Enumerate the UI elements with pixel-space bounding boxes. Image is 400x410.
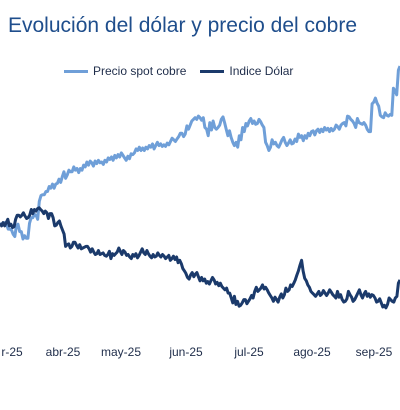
x-tick-label: ago-25 [293, 345, 331, 359]
x-tick-label: abr-25 [46, 345, 81, 359]
legend-item-copper: Precio spot cobre [64, 64, 186, 78]
x-tick-label: r-25 [1, 345, 23, 359]
legend-swatch-dollar [200, 69, 225, 73]
legend: Precio spot cobre Indice Dólar [64, 64, 307, 78]
legend-swatch-copper [64, 69, 88, 73]
legend-label-dollar: Indice Dólar [229, 64, 294, 78]
chart-title: Evolución del dólar y precio del cobre [8, 14, 358, 37]
x-tick-label: jul-25 [233, 345, 264, 359]
legend-item-dollar: Indice Dólar [200, 64, 293, 78]
legend-label-copper: Precio spot cobre [93, 64, 187, 78]
series-line-dollar [0, 206, 400, 310]
series-line-copper [0, 65, 400, 241]
x-tick-label: may-25 [101, 345, 141, 359]
x-tick-label: sep-25 [356, 345, 393, 359]
x-tick-label: jun-25 [168, 345, 203, 359]
